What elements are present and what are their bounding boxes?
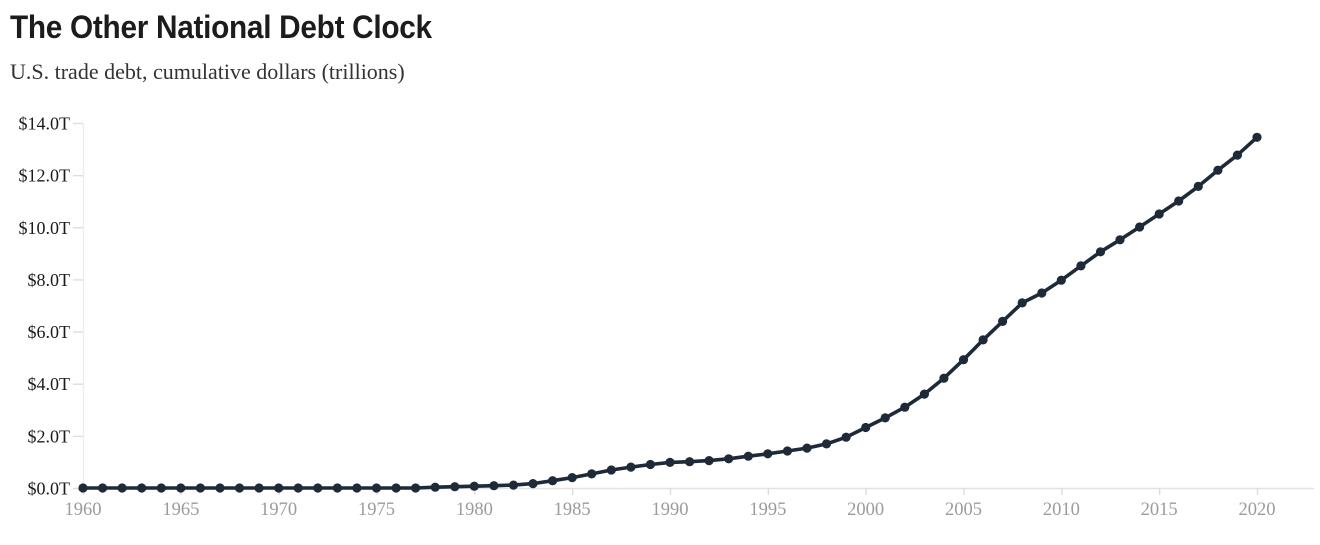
x-axis: 1960 1965 1970 1975 1980 1985 1990 1995 2000 2005… bbox=[65, 487, 1314, 520]
data-point bbox=[1095, 247, 1106, 257]
data-point bbox=[156, 483, 166, 493]
y-tick-label: $4.0T bbox=[28, 374, 71, 394]
data-point bbox=[939, 373, 949, 383]
data-point bbox=[900, 402, 910, 412]
y-tick-label: $8.0T bbox=[28, 270, 71, 290]
data-point bbox=[1252, 132, 1262, 142]
data-point bbox=[998, 316, 1008, 326]
data-point bbox=[606, 465, 616, 475]
x-tick-label: 2020 bbox=[1239, 500, 1276, 520]
data-point bbox=[1174, 196, 1184, 206]
data-point bbox=[195, 483, 205, 493]
data-point bbox=[1154, 209, 1164, 219]
data-point bbox=[763, 449, 773, 459]
data-point bbox=[489, 481, 499, 491]
y-tick-label: $6.0T bbox=[28, 322, 71, 342]
data-point bbox=[332, 483, 342, 493]
data-point bbox=[391, 483, 401, 493]
data-points bbox=[78, 132, 1262, 493]
data-point bbox=[508, 480, 519, 490]
data-point bbox=[1213, 165, 1223, 175]
data-point bbox=[371, 483, 382, 493]
data-point bbox=[978, 335, 988, 345]
data-point bbox=[450, 482, 460, 492]
data-point bbox=[567, 473, 577, 483]
data-point bbox=[645, 459, 656, 470]
data-point bbox=[919, 389, 930, 399]
data-point bbox=[1056, 275, 1066, 285]
x-tick-label: 1985 bbox=[554, 500, 591, 520]
y-tick-label: $2.0T bbox=[28, 426, 71, 446]
data-point bbox=[411, 483, 421, 493]
x-tick-label: 2000 bbox=[847, 500, 884, 520]
x-tick-label: 2015 bbox=[1141, 500, 1178, 520]
data-point bbox=[78, 483, 88, 493]
x-tick-label: 1990 bbox=[652, 500, 689, 520]
y-tick-label: $10.0T bbox=[19, 218, 71, 238]
data-point bbox=[1232, 150, 1242, 160]
x-tick-label: 1980 bbox=[456, 500, 493, 520]
x-tick-label: 1995 bbox=[749, 500, 786, 520]
x-tick-label: 2010 bbox=[1043, 500, 1080, 520]
data-point bbox=[293, 483, 303, 493]
data-point bbox=[821, 439, 832, 449]
data-point bbox=[958, 355, 969, 365]
data-point bbox=[215, 483, 225, 493]
data-point bbox=[1037, 288, 1047, 298]
trade-debt-line bbox=[81, 135, 1259, 490]
x-tick-label: 1965 bbox=[162, 500, 199, 520]
data-point bbox=[626, 462, 636, 472]
data-point bbox=[1017, 298, 1027, 308]
chart-subtitle: U.S. trade debt, cumulative dollars (tri… bbox=[10, 59, 405, 85]
chart-header: The Other National Debt Clock U.S. trade… bbox=[10, 9, 464, 86]
data-point bbox=[1135, 222, 1145, 232]
data-point bbox=[587, 469, 597, 479]
data-point bbox=[176, 483, 186, 493]
data-point bbox=[274, 483, 284, 493]
y-axis: $0.0T $2.0T $4.0T $6.0T $8.0T $10.0T $12.0T $14… bbox=[19, 114, 85, 499]
y-tick-label: $12.0T bbox=[19, 166, 71, 186]
x-tick-label: 1970 bbox=[260, 500, 297, 520]
data-point bbox=[254, 483, 264, 493]
data-point bbox=[352, 483, 362, 493]
data-point bbox=[685, 457, 695, 467]
data-point bbox=[665, 457, 675, 467]
data-point bbox=[117, 483, 127, 493]
data-point bbox=[841, 432, 851, 442]
data-point bbox=[313, 483, 323, 493]
data-point bbox=[1076, 261, 1086, 271]
data-point bbox=[802, 443, 812, 453]
data-point bbox=[98, 483, 108, 493]
x-tick-label: 2005 bbox=[945, 500, 982, 520]
data-point bbox=[861, 422, 871, 433]
x-tick-label: 1975 bbox=[358, 500, 395, 520]
data-point bbox=[743, 451, 753, 461]
y-tick-label: $0.0T bbox=[28, 479, 71, 499]
y-tick-label: $14.0T bbox=[19, 114, 71, 134]
data-point bbox=[469, 481, 479, 491]
data-point bbox=[234, 483, 245, 493]
data-point bbox=[137, 483, 147, 493]
data-point bbox=[1193, 181, 1203, 191]
data-point bbox=[704, 456, 714, 466]
data-point bbox=[724, 454, 734, 464]
data-point bbox=[1115, 235, 1125, 245]
x-tick-label: 1960 bbox=[65, 500, 102, 520]
data-point bbox=[880, 413, 890, 423]
chart-title: The Other National Debt Clock bbox=[10, 9, 432, 45]
data-point bbox=[782, 446, 793, 456]
data-point bbox=[430, 482, 440, 492]
data-point bbox=[528, 479, 538, 489]
data-point bbox=[548, 476, 558, 486]
